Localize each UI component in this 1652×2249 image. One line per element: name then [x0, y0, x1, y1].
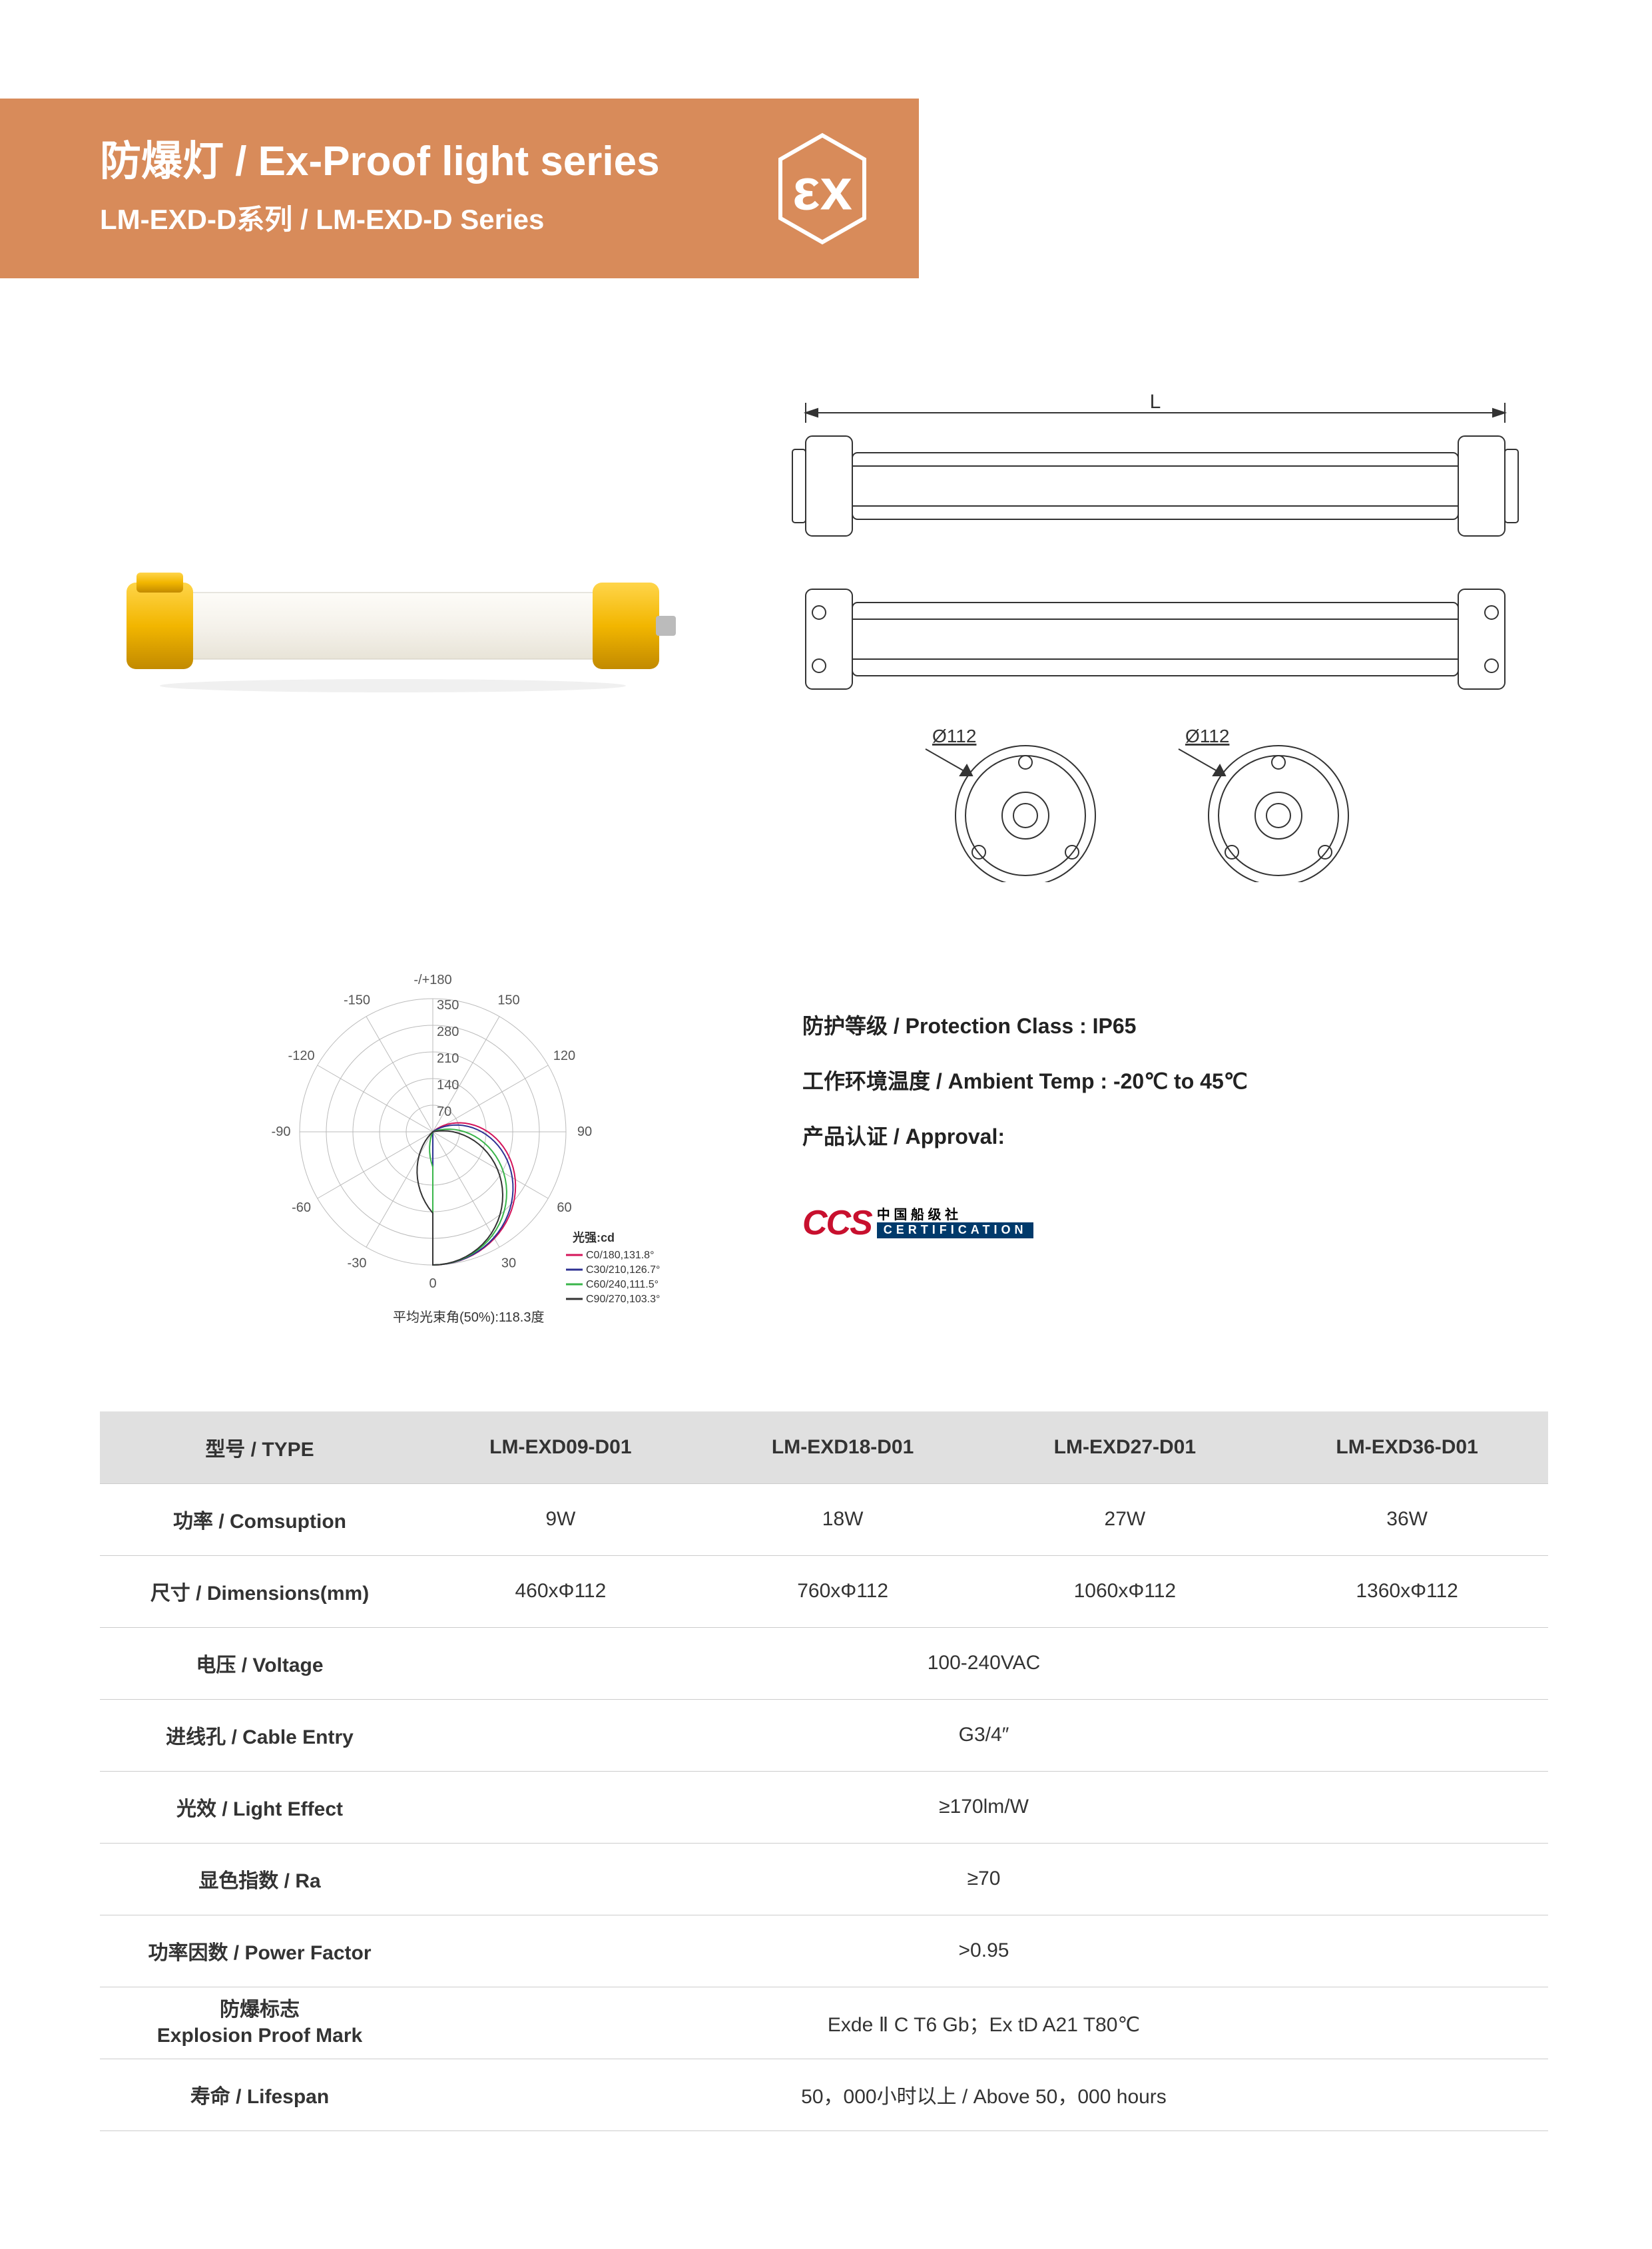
svg-text:140: 140	[437, 1078, 459, 1093]
row-label: 显色指数 / Ra	[100, 1843, 419, 1915]
table-row: 电压 / Voltage100-240VAC	[100, 1627, 1548, 1699]
row-value: 1360xΦ112	[1266, 1555, 1548, 1627]
row-label: 进线孔 / Cable Entry	[100, 1699, 419, 1771]
svg-text:350: 350	[437, 998, 459, 1013]
row-value: 760xΦ112	[702, 1555, 984, 1627]
svg-text:C60/240,111.5°: C60/240,111.5°	[586, 1279, 659, 1290]
spec-block: 防护等级 / Protection Class : IP65 工作环境温度 / …	[802, 999, 1535, 1268]
table-row: 显色指数 / Ra≥70	[100, 1843, 1548, 1915]
svg-text:90: 90	[577, 1124, 592, 1139]
row-value: 27W	[984, 1483, 1266, 1555]
svg-text:εx: εx	[792, 157, 852, 222]
row-value: G3/4″	[419, 1699, 1548, 1771]
ambient-temp: 工作环境温度 / Ambient Temp : -20℃ to 45℃	[802, 1054, 1535, 1109]
table-header-row: 型号 / TYPELM-EXD09-D01LM-EXD18-D01LM-EXD2…	[100, 1411, 1548, 1483]
svg-text:210: 210	[437, 1051, 459, 1066]
row-label: 功率 / Comsuption	[100, 1483, 419, 1555]
diameter-label-2: Ø112	[1185, 726, 1229, 746]
table-header-model: LM-EXD09-D01	[419, 1411, 702, 1483]
spec-table: 型号 / TYPELM-EXD09-D01LM-EXD18-D01LM-EXD2…	[100, 1411, 1548, 2131]
ccs-logo-text: CCS	[802, 1178, 872, 1268]
diameter-label-1: Ø112	[932, 726, 976, 746]
table-row: 进线孔 / Cable EntryG3/4″	[100, 1699, 1548, 1771]
table-header-type: 型号 / TYPE	[100, 1411, 419, 1483]
row-value: >0.95	[419, 1915, 1548, 1987]
banner-text: 防爆灯 / Ex-Proof light series LM-EXD-D系列 /…	[100, 139, 660, 237]
svg-text:30: 30	[501, 1256, 516, 1270]
svg-text:C90/270,103.3°: C90/270,103.3°	[586, 1294, 660, 1305]
product-photo	[100, 553, 686, 699]
row-label: 防爆标志Explosion Proof Mark	[100, 1987, 419, 2059]
table-header-model: LM-EXD18-D01	[702, 1411, 984, 1483]
row-label: 尺寸 / Dimensions(mm)	[100, 1555, 419, 1627]
svg-text:-60: -60	[292, 1200, 311, 1215]
row-value: 18W	[702, 1483, 984, 1555]
svg-text:光强:cd: 光强:cd	[572, 1230, 615, 1244]
svg-text:60: 60	[557, 1200, 571, 1215]
svg-text:-120: -120	[288, 1049, 315, 1063]
row-value: Exde Ⅱ C T6 Gb；Ex tD A21 T80℃	[419, 1987, 1548, 2059]
table-header-model: LM-EXD27-D01	[984, 1411, 1266, 1483]
svg-text:70: 70	[437, 1105, 451, 1119]
table-row: 防爆标志Explosion Proof MarkExde Ⅱ C T6 Gb；E…	[100, 1987, 1548, 2059]
row-value: ≥70	[419, 1843, 1548, 1915]
svg-text:120: 120	[553, 1049, 575, 1063]
svg-text:280: 280	[437, 1025, 459, 1039]
svg-text:平均光束角(50%):118.3度: 平均光束角(50%):118.3度	[393, 1310, 544, 1325]
table-header-model: LM-EXD36-D01	[1266, 1411, 1548, 1483]
table-body: 功率 / Comsuption9W18W27W36W尺寸 / Dimension…	[100, 1483, 1548, 2130]
banner-title: 防爆灯 / Ex-Proof light series	[100, 139, 660, 184]
row-label: 功率因数 / Power Factor	[100, 1915, 419, 1987]
ex-logo-icon: εx	[772, 130, 872, 247]
table-row: 寿命 / Lifespan50，000小时以上 / Above 50，000 h…	[100, 2059, 1548, 2130]
svg-text:-/+180: -/+180	[413, 973, 451, 987]
row-value: 1060xΦ112	[984, 1555, 1266, 1627]
row-label: 光效 / Light Effect	[100, 1771, 419, 1843]
row-label: 电压 / Voltage	[100, 1627, 419, 1699]
row-label: 寿命 / Lifespan	[100, 2059, 419, 2130]
table-row: 尺寸 / Dimensions(mm)460xΦ112760xΦ1121060x…	[100, 1555, 1548, 1627]
row-value: 100-240VAC	[419, 1627, 1548, 1699]
approval-label: 产品认证 / Approval:	[802, 1109, 1535, 1164]
row-value: ≥170lm/W	[419, 1771, 1548, 1843]
svg-text:-150: -150	[344, 993, 370, 1008]
dim-L-label: L	[1150, 391, 1161, 413]
banner-subtitle: LM-EXD-D系列 / LM-EXD-D Series	[100, 197, 660, 238]
svg-text:C0/180,131.8°: C0/180,131.8°	[586, 1250, 654, 1261]
svg-text:C30/210,126.7°: C30/210,126.7°	[586, 1264, 660, 1276]
header-banner: 防爆灯 / Ex-Proof light series LM-EXD-D系列 /…	[0, 99, 919, 278]
table-row: 功率因数 / Power Factor>0.95	[100, 1915, 1548, 1987]
approval-logo: CCS 中 国 船 级 社 CERTIFICATION	[802, 1178, 1535, 1268]
svg-text:-30: -30	[348, 1256, 367, 1270]
protection-class: 防护等级 / Protection Class : IP65	[802, 999, 1535, 1054]
row-value: 460xΦ112	[419, 1555, 702, 1627]
svg-text:150: 150	[497, 993, 519, 1008]
row-value: 36W	[1266, 1483, 1548, 1555]
table-row: 功率 / Comsuption9W18W27W36W	[100, 1483, 1548, 1555]
ccs-subtext: 中 国 船 级 社 CERTIFICATION	[877, 1208, 1034, 1238]
svg-text:-90: -90	[272, 1124, 291, 1139]
row-value: 9W	[419, 1483, 702, 1555]
svg-text:0: 0	[429, 1276, 436, 1291]
technical-drawings: L Ø112	[766, 389, 1545, 882]
table-row: 光效 / Light Effect≥170lm/W	[100, 1771, 1548, 1843]
polar-chart: 70 140 210 280 350 -/+180 -150 150 -120 120 -90 90 -…	[240, 952, 666, 1332]
row-value: 50，000小时以上 / Above 50，000 hours	[419, 2059, 1548, 2130]
